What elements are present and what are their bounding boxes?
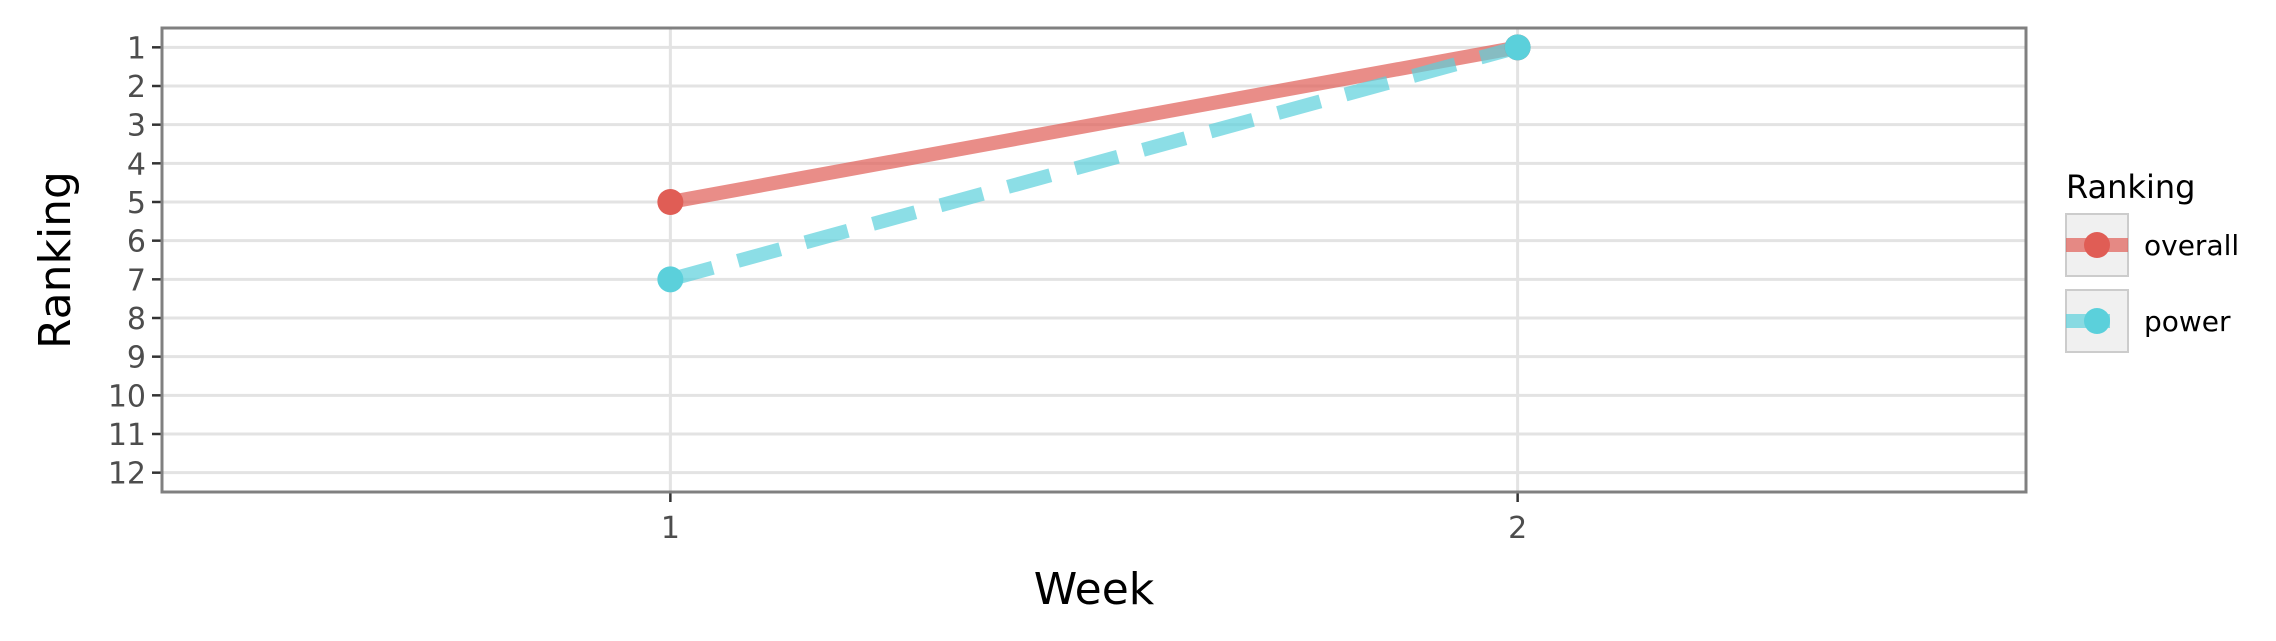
y-axis-title: Ranking bbox=[30, 171, 81, 349]
y-tick-label: 9 bbox=[127, 341, 146, 376]
y-tick-label: 7 bbox=[127, 263, 146, 298]
grid-layer bbox=[162, 28, 2026, 492]
y-tick-label: 6 bbox=[127, 225, 146, 260]
data-point-power bbox=[1504, 34, 1531, 61]
legend-key-point-overall bbox=[2084, 232, 2110, 258]
y-tick-label: 3 bbox=[127, 109, 146, 144]
y-tick-label: 5 bbox=[127, 186, 146, 221]
data-point-power bbox=[657, 266, 684, 293]
y-tick-label: 11 bbox=[108, 418, 146, 453]
legend-label-overall: overall bbox=[2144, 229, 2239, 262]
plot-panel-border bbox=[160, 26, 2028, 494]
legend-label-power: power bbox=[2144, 305, 2231, 338]
y-tick-label: 2 bbox=[127, 70, 146, 105]
series-line-power bbox=[668, 40, 1520, 287]
legend-title: Ranking bbox=[2066, 168, 2195, 206]
y-tick-label: 12 bbox=[108, 457, 146, 492]
y-tick-label: 4 bbox=[127, 147, 146, 182]
x-axis-title: Week bbox=[1034, 564, 1155, 615]
data-point-overall bbox=[657, 189, 684, 215]
y-tick-label: 8 bbox=[127, 302, 146, 337]
series-line-overall bbox=[669, 40, 1519, 209]
y-tick-label: 10 bbox=[108, 379, 146, 414]
legend-key-point-power bbox=[2084, 308, 2110, 334]
x-tick-label: 1 bbox=[661, 511, 680, 546]
x-tick-label: 2 bbox=[1508, 511, 1527, 546]
legend-layer: Ranking overall power bbox=[2065, 168, 2239, 353]
y-tick-label: 1 bbox=[127, 31, 146, 66]
series-layer bbox=[657, 34, 1531, 293]
